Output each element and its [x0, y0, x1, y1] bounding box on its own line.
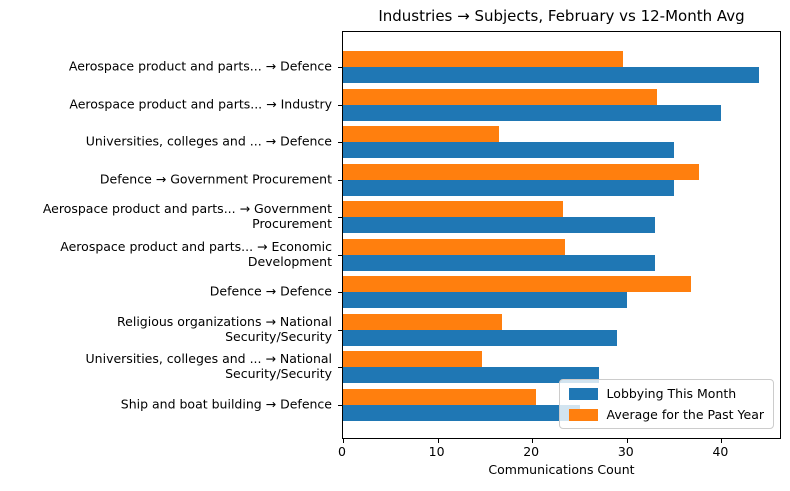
y-tick-mark — [338, 367, 342, 368]
bar-lobbying-this-month — [343, 367, 599, 383]
bar-lobbying-this-month — [343, 67, 760, 83]
bar-average-past-year — [343, 126, 500, 142]
y-tick-mark — [338, 104, 342, 106]
y-category-label: Defence → Government Procurement — [99, 171, 332, 186]
y-category-label: Aerospace product and parts... → Economi… — [60, 238, 332, 269]
y-tick-mark — [338, 292, 342, 293]
x-axis-label: Communications Count — [488, 462, 635, 477]
x-tick-mark — [721, 439, 723, 443]
y-tick-mark — [338, 67, 342, 68]
y-tick-mark — [338, 254, 342, 256]
x-tick-mark — [626, 439, 628, 443]
bar-lobbying-this-month — [343, 104, 722, 121]
bar-average-past-year — [343, 51, 624, 67]
y-category-label: Aerospace product and parts... → Governm… — [42, 201, 332, 231]
bar-lobbying-this-month — [343, 217, 656, 233]
y-tick-mark — [338, 217, 342, 218]
legend-label-past-year: Average for the Past Year — [606, 407, 764, 422]
y-category-label: Aerospace product and parts... → Industr… — [69, 96, 332, 111]
y-category-label: Universities, colleges and ... → Defence — [85, 133, 332, 149]
bar-average-past-year — [343, 388, 536, 405]
legend-item-past-year: Average for the Past Year — [568, 407, 764, 422]
x-axis-tick-labels: 0 10 20 30 40 — [338, 444, 781, 460]
chart-title: Industries → Subjects, February vs 12-Mo… — [378, 7, 745, 25]
x-tick-label: 10 — [428, 444, 445, 459]
bar-lobbying-this-month — [343, 404, 580, 421]
bar-average-past-year — [343, 238, 566, 255]
bar-average-past-year — [343, 276, 692, 292]
y-axis-labels: Aerospace product and parts... → Defence… — [0, 0, 337, 491]
bar-lobbying-this-month — [343, 254, 656, 271]
legend-label-this-month: Lobbying This Month — [606, 386, 737, 401]
x-tick-label: 40 — [712, 444, 729, 459]
bar-average-past-year — [343, 351, 483, 367]
y-category-label: Universities, colleges and ... → Nationa… — [85, 351, 332, 381]
bar-lobbying-this-month — [343, 142, 675, 158]
bar-lobbying-this-month — [343, 329, 618, 346]
y-category-label: Ship and boat building → Defence — [120, 396, 332, 411]
bar-average-past-year — [343, 88, 658, 105]
legend-swatch-orange — [568, 408, 598, 421]
y-tick-mark — [338, 404, 342, 406]
x-tick-label: 20 — [523, 444, 540, 459]
y-tick-mark — [338, 179, 342, 181]
chart-legend: Lobbying This Month Average for the Past… — [558, 379, 774, 429]
x-tick-mark — [532, 439, 534, 443]
bar-lobbying-this-month — [343, 179, 675, 196]
x-tick-mark — [343, 439, 344, 443]
y-tick-mark — [338, 329, 342, 331]
x-tick-label: 30 — [617, 444, 634, 459]
bar-average-past-year — [343, 201, 564, 217]
legend-item-this-month: Lobbying This Month — [568, 386, 764, 401]
y-category-label: Aerospace product and parts... → Defence — [68, 58, 332, 74]
plot-area: Lobbying This Month Average for the Past… — [338, 31, 781, 443]
y-category-label: Religious organizations → National Securi… — [117, 313, 332, 344]
bar-average-past-year — [343, 163, 699, 180]
bar-lobbying-this-month — [343, 292, 627, 308]
y-category-label: Defence → Defence — [209, 283, 332, 299]
y-tick-mark — [338, 142, 342, 143]
legend-swatch-blue — [568, 387, 598, 400]
x-tick-mark — [437, 439, 439, 443]
x-tick-label: 0 — [338, 444, 346, 459]
bar-average-past-year — [343, 313, 502, 330]
